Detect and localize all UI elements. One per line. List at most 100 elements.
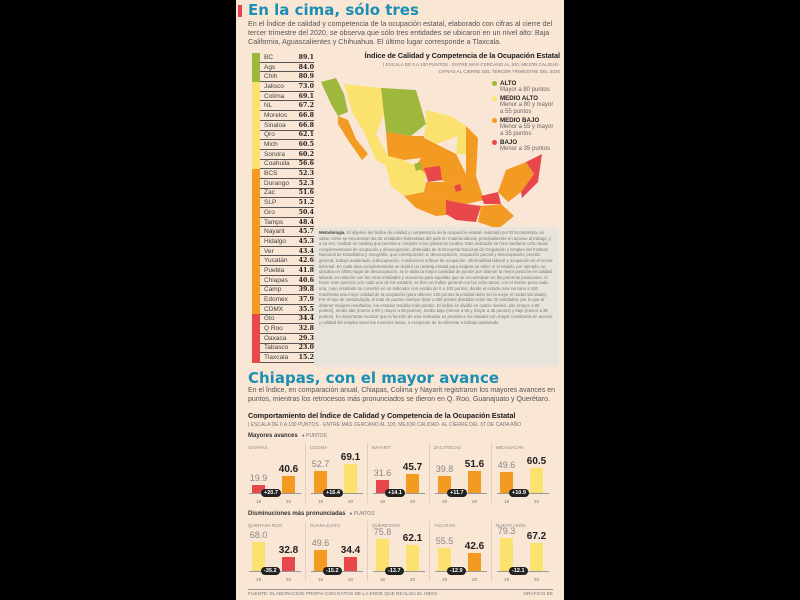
state-name: Chiapas: [264, 276, 288, 284]
ranking-row: Sonora 60.2: [252, 149, 314, 160]
ranking-row: Chih 80.9: [252, 71, 314, 83]
value-label: 49.6: [311, 538, 330, 549]
state-name: Tabasco: [264, 344, 289, 352]
state-score: 43.4: [298, 247, 314, 255]
group-separator: [491, 443, 492, 503]
bar-20: [344, 556, 357, 571]
state-score: 51.2: [298, 199, 314, 207]
ranking-row: SLP 51.2: [252, 197, 314, 208]
bar-20: [468, 553, 481, 571]
ranking-row: Ver 43.4: [252, 246, 314, 257]
level-swatch: [252, 314, 260, 324]
bar-19: [500, 537, 513, 571]
group-separator: [305, 521, 306, 581]
change-badge: -12.1: [509, 567, 528, 575]
state-score: 35.5: [298, 305, 314, 313]
value-label: 51.6: [464, 459, 485, 471]
bar-19: [314, 550, 327, 571]
bar-20: [344, 463, 357, 493]
state-score: 45.7: [298, 228, 314, 236]
level-swatch: [252, 275, 260, 285]
year-label: 19: [318, 499, 324, 504]
level-swatch: [252, 265, 260, 276]
state-name: Jalisco: [264, 82, 284, 90]
bar-20: [406, 473, 419, 493]
state-score: 89.1: [298, 53, 314, 61]
year-label: 19: [442, 577, 448, 582]
state-score: 37.9: [298, 296, 314, 304]
bar-19: [314, 470, 327, 493]
map-region-center: [424, 174, 484, 204]
map-region-chihuahua: [381, 88, 426, 136]
group-label: COLIMA: [310, 445, 328, 450]
legend-desc: Menor a 80 y mayor a 55 puntos: [500, 102, 554, 115]
bar-20: [530, 542, 543, 571]
value-label: 42.6: [464, 541, 485, 553]
state-score: 40.6: [298, 276, 314, 284]
value-label: 79.3: [497, 525, 516, 536]
value-label: 75.8: [373, 527, 392, 538]
row2-label: Disminuciones más pronunciadas ● PUNTOS: [248, 511, 375, 517]
level-swatch: [252, 226, 260, 237]
year-label: 20: [348, 577, 354, 582]
value-label: 49.6: [497, 460, 516, 471]
ranking-row: BCS 52.3: [252, 168, 314, 179]
group-separator: [429, 521, 430, 581]
legend-desc: Menor a 35 puntos: [500, 146, 551, 152]
ranking-row: Puebla 41.8: [252, 265, 314, 276]
ranking-row: Edomex 37.9: [252, 294, 314, 305]
state-score: 45.3: [298, 237, 314, 245]
row2-title: Disminuciones más pronunciadas: [248, 511, 346, 517]
level-swatch: [252, 207, 260, 218]
state-score: 66.8: [298, 111, 314, 119]
group-label: QUERÉTARO: [372, 523, 401, 528]
level-swatch: [252, 294, 260, 305]
methodology-box: Metodología. El objetivo del Índice de c…: [314, 227, 559, 367]
level-swatch: [252, 62, 260, 72]
state-name: BCS: [264, 170, 278, 178]
state-score: 60.5: [298, 141, 314, 149]
map-region-nl: [451, 116, 466, 154]
state-score: 39.8: [298, 286, 314, 294]
section1-intro: En el Índice de calidad y competencia de…: [248, 19, 553, 47]
group-label: QUINTANA ROO: [248, 523, 283, 528]
state-name: Morelos: [264, 111, 288, 119]
state-name: BC: [264, 53, 274, 61]
section1-title: En la cima, sólo tres: [248, 1, 419, 19]
state-name: Qro: [264, 131, 275, 139]
methodology-label: Metodología.: [319, 230, 346, 235]
ranking-row: Camp 39.8: [252, 285, 314, 296]
state-score: 29.3: [298, 334, 314, 342]
map-region-tabasco: [481, 192, 501, 204]
year-label: 19: [504, 499, 510, 504]
ranking-row: Colima 69.1: [252, 91, 314, 102]
level-swatch: [252, 120, 260, 130]
state-score: 73.0: [298, 82, 314, 90]
change-badge: +20.7: [261, 489, 281, 497]
state-score: 67.2: [298, 102, 314, 110]
map-region-tamps: [466, 126, 478, 176]
state-name: Durango: [264, 179, 289, 187]
state-score: 42.6: [298, 257, 314, 265]
chart-title: Comportamiento del Índice de Calidad y C…: [248, 411, 516, 420]
ranking-row: Yucatán 42.6: [252, 255, 314, 267]
map-title: Índice de Calidad y Competencia de la Oc…: [364, 51, 560, 60]
change-badge: -12.9: [447, 567, 466, 575]
legend-item: BAJO Menor a 35 puntos: [492, 139, 562, 153]
map-subtitle-1: | ESCALA DE 0 A 100 PUNTOS · ENTRE MÁS C…: [383, 62, 560, 67]
value-label: 40.6: [278, 463, 299, 475]
state-score: 50.4: [298, 208, 314, 216]
ranking-row: Nayarit 45.7: [252, 226, 314, 238]
year-label: 19: [318, 577, 324, 582]
state-name: CDMX: [264, 305, 284, 313]
ranking-row: CDMX 35.5: [252, 304, 314, 315]
map-region-camp-yuc: [498, 162, 534, 202]
level-swatch: [252, 110, 260, 121]
ranking-row: Durango 52.3: [252, 178, 314, 189]
group-label: CHIAPAS: [248, 445, 268, 450]
change-badge: +11.7: [447, 489, 467, 497]
state-name: Tamps: [264, 218, 284, 226]
state-name: Ags: [264, 63, 276, 71]
value-label: 52.7: [311, 458, 330, 469]
group-label: GUANAJUATO: [310, 523, 341, 528]
